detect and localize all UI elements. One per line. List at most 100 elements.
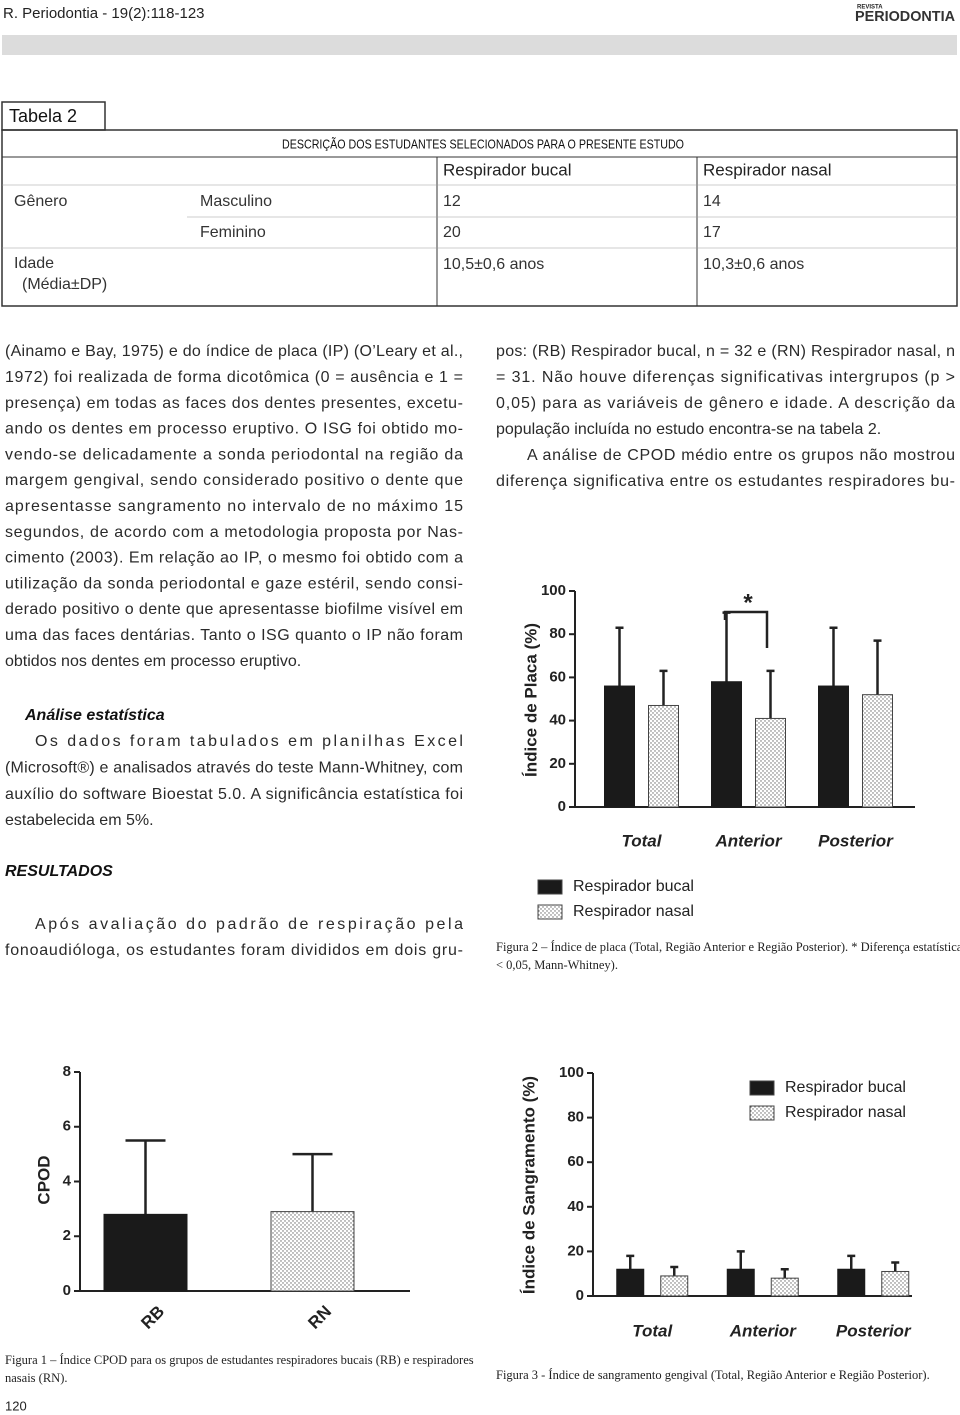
body-line: auxílio do software Bioestat 5.0. A sign… (5, 786, 463, 803)
error-bar (670, 1265, 679, 1276)
figure-caption: Figura 3 - Índice de sangramento gengiva… (496, 1368, 930, 1382)
body-line: segundos, de acordo com a metodologia pr… (5, 524, 463, 541)
y-tick-label: 8 (63, 1063, 71, 1080)
y-tick-label: 0 (63, 1282, 71, 1299)
error-bar (292, 1152, 333, 1212)
bar (837, 1268, 866, 1297)
bar (862, 694, 893, 808)
body-line: Após avaliação do padrão de respiração p… (35, 916, 463, 933)
body-line: população incluída no estudo encontra-se… (496, 421, 881, 438)
y-tick-label: 80 (567, 1109, 584, 1126)
body-line: Os dados foram tabulados em planilhas Ex… (35, 733, 463, 750)
column-header: Respirador bucal (443, 160, 572, 179)
body-line: (Ainamo e Bay, 1975) e do índice de plac… (5, 343, 463, 360)
x-tick-label: Total (622, 831, 663, 850)
body-line: uma das faces dentárias. Tanto o ISG qua… (5, 627, 463, 644)
section-heading: RESULTADOS (5, 863, 113, 880)
body-line: = 31. Não houve diferenças significativa… (496, 369, 955, 386)
figure-caption: Figura 1 – Índice CPOD para os grupos de… (5, 1353, 474, 1367)
bar (711, 681, 742, 808)
body-line: derado positivo o dente que apresentasse… (5, 601, 463, 618)
error-bar (125, 1139, 166, 1215)
body-line: utilização da sonda periodontal e gaze e… (5, 575, 463, 592)
body-line: estabelecida em 5%. (5, 812, 154, 829)
legend-label: Respirador bucal (573, 878, 694, 895)
body-line: ando os dentes em processo eruptivo. O I… (5, 421, 463, 438)
bar (755, 717, 786, 808)
error-bar (736, 1250, 745, 1270)
annotation: * (743, 589, 753, 616)
row-label: Gênero (14, 193, 67, 210)
table-cell: 20 (443, 224, 461, 241)
body-line: vendo-se delicadamente a sonda periodont… (5, 446, 463, 463)
bar (270, 1211, 355, 1292)
bar (818, 685, 849, 808)
y-tick-label: 80 (549, 625, 566, 642)
table-frame (1, 129, 958, 307)
y-tick-label: 0 (576, 1287, 584, 1304)
error-bar (659, 669, 668, 706)
x-tick-label: RN (304, 1302, 335, 1333)
table-label: Tabela 2 (9, 106, 77, 126)
legend-swatch (749, 1080, 775, 1096)
figure-caption: Figura 2 – Índice de placa (Total, Regiã… (496, 940, 960, 954)
y-tick-label: 4 (63, 1172, 72, 1189)
x-tick-label: RB (137, 1302, 168, 1333)
error-bar (873, 639, 882, 695)
body-line: presença) em todas as faces dos dentes p… (5, 395, 463, 412)
body-line: 1972) foi realizada de forma dicotômica … (5, 369, 463, 386)
y-tick-label: 100 (541, 582, 566, 599)
bar (648, 704, 679, 808)
bar (604, 685, 635, 808)
error-bar (891, 1261, 900, 1272)
bar (726, 1268, 755, 1297)
y-tick-label: 6 (63, 1118, 71, 1135)
error-bar (615, 626, 624, 687)
body-line: A análise de CPOD médio entre os grupos … (527, 447, 955, 464)
bar (660, 1275, 689, 1297)
y-tick-label: 60 (567, 1153, 584, 1170)
row-sublabel: Feminino (200, 224, 266, 241)
table-cell: 14 (703, 193, 721, 210)
y-tick-label: 2 (63, 1227, 71, 1244)
y-tick-label: 20 (567, 1242, 584, 1259)
bar (770, 1277, 799, 1297)
row-sublabel: Masculino (200, 193, 272, 210)
x-tick-label: Total (632, 1321, 673, 1340)
bar (881, 1270, 910, 1297)
journal-reference: R. Periodontia - 19(2):118-123 (3, 5, 205, 22)
error-bar (722, 611, 731, 682)
error-bar (766, 669, 775, 719)
legend-swatch (749, 1105, 775, 1121)
error-bar (829, 626, 838, 687)
y-tick-label: 40 (549, 712, 566, 729)
x-tick-label: Anterior (714, 831, 783, 850)
y-axis-label: Índice de Placa (%) (521, 623, 540, 777)
x-tick-label: Anterior (729, 1321, 798, 1340)
logo-small: REVISTA (857, 5, 883, 11)
y-tick-label: 40 (567, 1198, 584, 1215)
figure-caption: < 0,05, Mann-Whitney). (496, 958, 618, 972)
y-axis-label: CPOD (34, 1155, 53, 1204)
y-tick-label: 100 (559, 1064, 584, 1081)
legend-swatch (537, 879, 563, 895)
column-header: Respirador nasal (703, 160, 832, 179)
y-tick-label: 0 (558, 798, 566, 815)
row-label-note: (Média±DP) (22, 276, 107, 293)
significance-bracket (723, 610, 769, 648)
legend-swatch (537, 904, 563, 920)
y-axis-label: Índice de Sangramento (%) (519, 1076, 538, 1294)
header-band (2, 35, 957, 55)
page-number: 120 (5, 1398, 27, 1413)
error-bar (847, 1254, 856, 1270)
body-line: apresentasse sangramento no intervalo de… (5, 498, 463, 515)
table-caption: DESCRIÇÃO DOS ESTUDANTES SELECIONADOS PA… (282, 136, 684, 151)
x-tick-label: Posterior (818, 831, 894, 850)
body-line: (Microsoft®) e analisados através do tes… (5, 760, 463, 777)
body-line: pos: (RB) Respirador bucal, n = 32 e (RN… (496, 343, 955, 360)
body-line: fonoaudióloga, os estudantes foram divid… (5, 942, 463, 959)
table-cell: 10,3±0,6 anos (703, 256, 804, 273)
section-subheading: Análise estatística (24, 707, 165, 724)
